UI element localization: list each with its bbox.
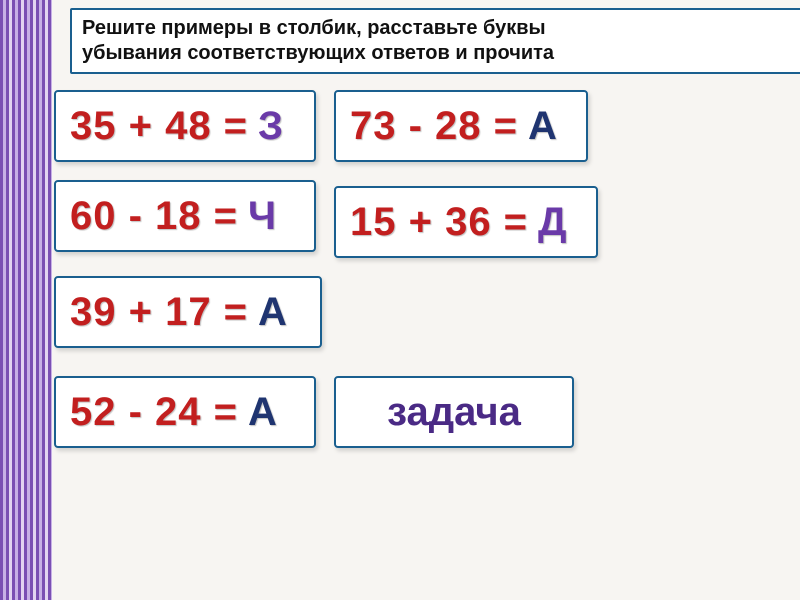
sidebar-pattern <box>0 0 52 600</box>
expr-letter: Д <box>538 200 568 245</box>
instruction-line-2: убывания соответствующих ответов и прочи… <box>82 41 800 66</box>
expr-card-2: 73 - 28 = А <box>334 90 588 162</box>
expr-card-3: 60 - 18 = Ч <box>54 180 316 252</box>
expr-letter: Ч <box>248 194 277 239</box>
expr-card-1: 35 + 48 = З <box>54 90 316 162</box>
expr-letter: А <box>248 390 278 435</box>
expr-lhs: 15 + 36 = <box>350 200 528 245</box>
instruction-line-1: Решите примеры в столбик, расставьте бук… <box>82 16 800 41</box>
answer-text: задача <box>387 390 521 435</box>
answer-box: задача <box>334 376 574 448</box>
expr-card-6: 52 - 24 = А <box>54 376 316 448</box>
expr-lhs: 52 - 24 = <box>70 390 238 435</box>
expr-letter: З <box>258 104 284 149</box>
expr-card-5: 39 + 17 = А <box>54 276 322 348</box>
expr-lhs: 73 - 28 = <box>350 104 518 149</box>
instruction-box: Решите примеры в столбик, расставьте бук… <box>70 8 800 74</box>
expr-letter: А <box>528 104 558 149</box>
expr-lhs: 39 + 17 = <box>70 290 248 335</box>
expr-card-4: 15 + 36 = Д <box>334 186 598 258</box>
expr-letter: А <box>258 290 288 335</box>
expr-lhs: 35 + 48 = <box>70 104 248 149</box>
main-area: Решите примеры в столбик, расставьте бук… <box>52 0 800 600</box>
expr-lhs: 60 - 18 = <box>70 194 238 239</box>
